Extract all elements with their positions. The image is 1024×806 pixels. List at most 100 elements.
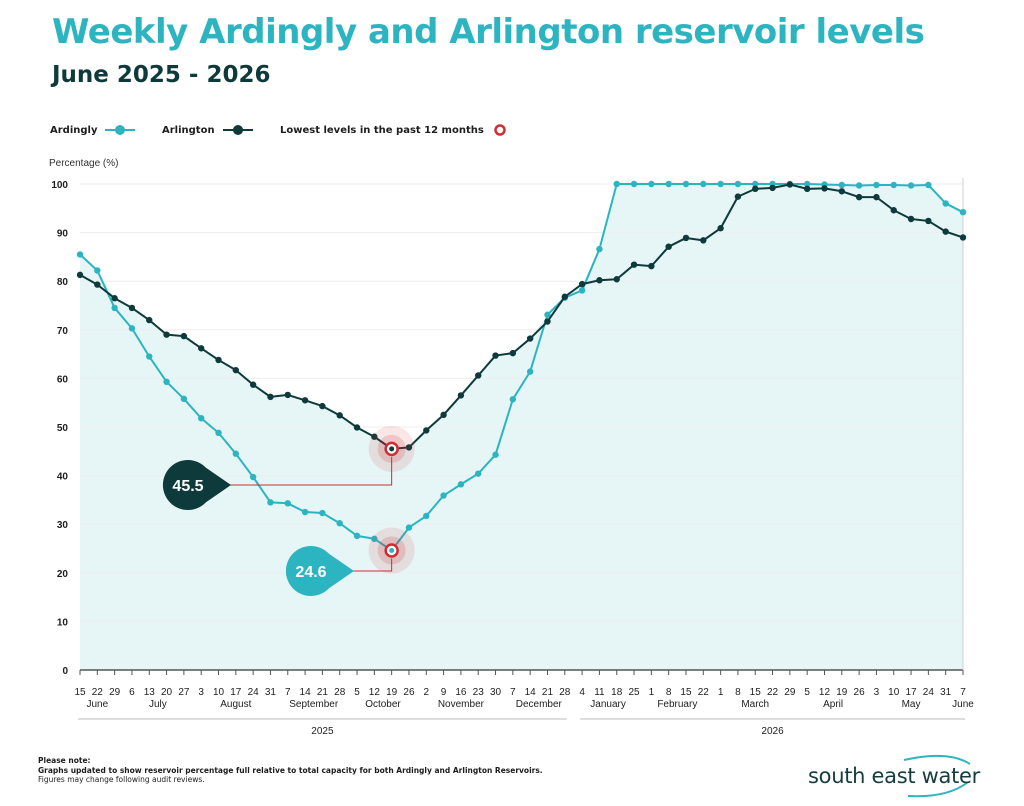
legend-item-lowest: Lowest levels in the past 12 months <box>280 119 508 141</box>
logo-text: south east water <box>808 764 980 788</box>
legend-item-ardingly: Ardingly <box>50 119 136 141</box>
x-tick-label: 22 <box>698 687 710 698</box>
series-line-arlington <box>79 183 964 450</box>
x-tick-label: 14 <box>300 687 312 698</box>
x-tick-label: 19 <box>836 687 848 698</box>
x-tick-label: 15 <box>680 687 692 698</box>
data-point-ardingly <box>267 499 274 506</box>
x-tick-label: 18 <box>611 687 623 698</box>
data-point-arlington <box>734 193 742 200</box>
data-point-arlington <box>509 349 517 357</box>
data-point-arlington <box>855 193 863 201</box>
data-point-arlington <box>76 271 84 279</box>
x-tick-label: 10 <box>888 687 900 698</box>
data-point-ardingly <box>509 396 517 403</box>
data-point-arlington <box>821 185 828 192</box>
data-point-ardingly <box>180 395 188 403</box>
y-tick-label: 80 <box>57 277 69 288</box>
x-tick-label: 12 <box>369 687 381 698</box>
data-point-arlington <box>752 185 759 193</box>
x-tick-label: 4 <box>579 687 585 698</box>
x-tick-label: 15 <box>750 687 762 698</box>
data-point-ardingly <box>319 509 326 517</box>
data-point-ardingly <box>440 492 447 499</box>
data-point-arlington <box>336 412 343 419</box>
x-tick-label: 17 <box>230 687 242 698</box>
data-point-ardingly <box>890 181 897 189</box>
x-tick-label: 22 <box>92 687 104 698</box>
x-tick-label: 30 <box>490 687 502 698</box>
month-label: March <box>741 699 769 710</box>
data-point-ardingly <box>665 180 672 188</box>
data-point-ardingly <box>94 267 101 274</box>
legend-label-ardingly: Ardingly <box>50 124 98 136</box>
data-point-ardingly <box>803 180 811 188</box>
data-point-ardingly <box>336 520 343 527</box>
data-point-arlington <box>630 261 638 268</box>
y-tick-label: 60 <box>57 374 69 385</box>
legend-item-arlington: Arlington <box>162 119 253 141</box>
footnote-line-2: Figures may change following audit revie… <box>38 775 205 784</box>
y-tick-label: 90 <box>57 229 69 240</box>
x-tick-label: 24 <box>248 687 260 698</box>
data-point-ardingly <box>111 304 118 312</box>
data-point-ardingly <box>526 368 534 375</box>
x-tick-label: 27 <box>178 687 190 698</box>
y-tick-label: 0 <box>62 666 68 677</box>
y-tick-label: 40 <box>57 472 69 483</box>
month-label: June <box>952 699 974 710</box>
data-point-arlington <box>180 332 188 340</box>
data-point-arlington <box>942 228 949 235</box>
data-point-ardingly <box>717 180 724 188</box>
callout-leader-arlington <box>230 456 393 486</box>
legend-label-lowest: Lowest levels in the past 12 months <box>280 124 484 136</box>
month-label: July <box>149 699 167 710</box>
x-tick-label: 7 <box>960 687 966 698</box>
month-label: October <box>365 699 401 710</box>
y-axis-label: Percentage (%) <box>49 158 118 169</box>
x-tick-label: 9 <box>441 687 447 698</box>
data-point-arlington <box>267 393 274 401</box>
x-tick-label: 15 <box>74 687 86 698</box>
x-tick-label: 1 <box>649 687 655 698</box>
data-point-arlington <box>700 237 707 244</box>
x-tick-label: 29 <box>784 687 796 698</box>
x-tick-label: 17 <box>905 687 917 698</box>
data-point-arlington <box>284 391 291 399</box>
data-point-arlington <box>838 188 846 195</box>
logo-wave-icon <box>903 754 971 798</box>
data-point-arlington <box>544 318 551 325</box>
data-point-arlington <box>111 295 118 302</box>
data-point-ardingly <box>353 532 361 540</box>
data-point-arlington <box>925 217 932 225</box>
data-point-ardingly <box>405 524 413 531</box>
y-tick-label: 50 <box>57 423 69 434</box>
data-point-ardingly <box>873 181 880 189</box>
x-tick-label: 22 <box>767 687 779 698</box>
data-point-ardingly <box>76 251 84 258</box>
month-label: June <box>86 699 108 710</box>
series-line-ardingly <box>79 183 964 552</box>
month-label: February <box>657 699 697 710</box>
x-tick-label: 31 <box>940 687 952 698</box>
x-tick-label: 31 <box>265 687 277 698</box>
x-tick-label: 3 <box>198 687 204 698</box>
year-label: 2026 <box>761 726 784 737</box>
data-point-ardingly <box>734 180 742 188</box>
data-point-ardingly <box>613 180 620 188</box>
x-tick-label: 29 <box>109 687 121 698</box>
legend-line-arlington-icon <box>222 125 253 135</box>
data-point-ardingly <box>163 378 170 386</box>
data-point-arlington <box>353 424 361 431</box>
data-point-ardingly <box>648 180 655 188</box>
year-label: 2025 <box>311 726 334 737</box>
footnote-heading: Please note: <box>38 756 91 765</box>
lowest-point-arlington <box>389 446 395 452</box>
x-tick-label: 10 <box>213 687 225 698</box>
x-tick-label: 28 <box>334 687 346 698</box>
x-tick-label: 24 <box>923 687 935 698</box>
x-tick-label: 3 <box>874 687 880 698</box>
data-point-arlington <box>249 381 257 388</box>
lowest-marker-icon <box>494 124 506 136</box>
data-point-ardingly <box>215 429 222 437</box>
